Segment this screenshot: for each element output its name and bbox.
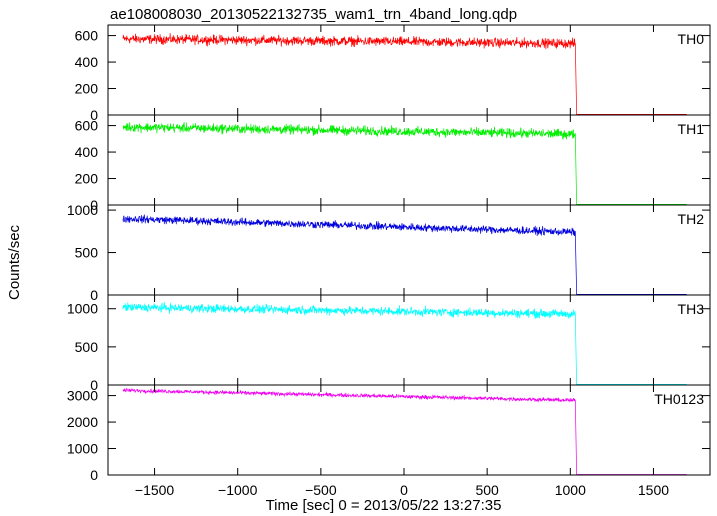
x-axis-label: Time [sec] 0 = 2013/05/22 13:27:35 <box>265 497 502 514</box>
y-tick-label: 0 <box>90 287 98 303</box>
y-tick-label: 200 <box>75 81 99 97</box>
panel-label: TH0 <box>678 31 705 47</box>
y-axis-label: Counts/sec <box>6 224 23 300</box>
y-tick-label: 500 <box>75 339 99 355</box>
y-tick-label: 400 <box>75 144 99 160</box>
x-tick-label: −1500 <box>135 482 175 498</box>
panel-label: TH3 <box>678 301 705 317</box>
panel-frame <box>107 384 711 476</box>
panel-frame <box>107 204 711 296</box>
panel-label: TH1 <box>678 121 705 137</box>
x-tick-label: 1500 <box>638 482 669 498</box>
panel-th2: 0 500 1000 TH2 <box>67 202 711 303</box>
panel-frame <box>107 294 711 386</box>
panel-th3: 0 500 1000 TH3 <box>67 294 711 393</box>
panel-th0123: 0 1000 2000 3000 TH0123 <box>67 384 711 483</box>
chart-title: ae108008030_20130522132735_wam1_trn_4ban… <box>110 6 518 23</box>
y-tick-label: 1000 <box>67 202 98 218</box>
panel-label: TH2 <box>678 211 705 227</box>
panel-th1: 0 200 400 600 TH1 <box>75 114 711 213</box>
panel-th0: 0 200 400 600 TH0 <box>75 24 711 123</box>
series-line-th1 <box>122 122 687 205</box>
y-tick-label: 3000 <box>67 388 98 404</box>
y-tick-label: 200 <box>75 171 99 187</box>
y-tick-label: 1000 <box>67 301 98 317</box>
series-line-th0123 <box>122 387 687 475</box>
y-tick-label: 600 <box>75 118 99 134</box>
y-tick-label: 0 <box>90 467 98 483</box>
y-tick-label: 0 <box>90 197 98 213</box>
y-tick-label: 0 <box>90 107 98 123</box>
series-line-th2 <box>122 214 687 295</box>
y-tick-label: 600 <box>75 28 99 44</box>
x-tick-label: 0 <box>400 482 408 498</box>
series-line-th3 <box>122 301 687 385</box>
x-tick-label: 1000 <box>555 482 586 498</box>
y-tick-label: 2000 <box>67 414 98 430</box>
y-tick-label: 400 <box>75 54 99 70</box>
x-tick-label: −1000 <box>218 482 258 498</box>
panel-label: TH0123 <box>654 391 704 407</box>
series-line-th0 <box>122 33 687 115</box>
x-tick-label: −500 <box>305 482 337 498</box>
panel-frame <box>107 114 711 206</box>
x-tick-label: 500 <box>475 482 499 498</box>
y-tick-label: 1000 <box>67 441 98 457</box>
y-tick-label: 0 <box>90 377 98 393</box>
y-tick-label: 500 <box>75 245 99 261</box>
